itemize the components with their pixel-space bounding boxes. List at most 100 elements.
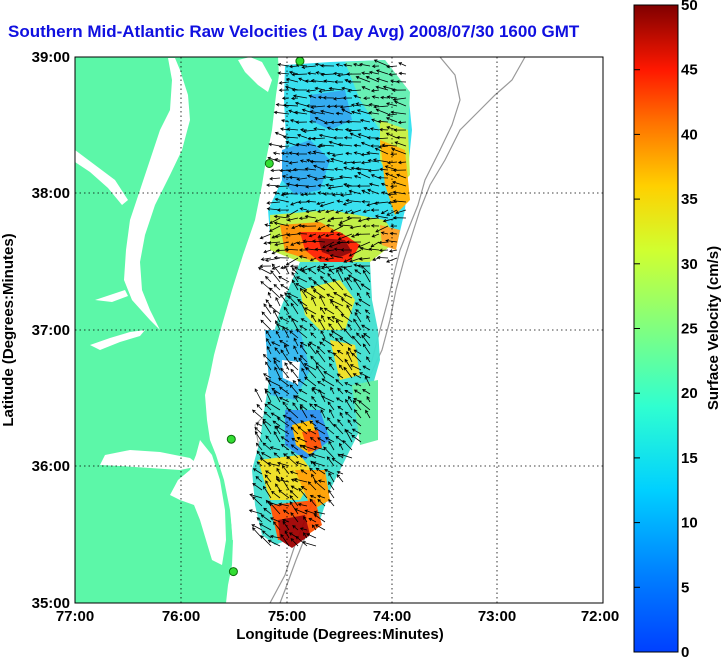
velocity-arrow <box>366 201 380 207</box>
velocity-arrow <box>298 389 308 395</box>
velocity-arrow <box>278 489 290 499</box>
velocity-arrow <box>349 257 362 263</box>
velocity-arrow <box>340 298 353 307</box>
velocity-arrow <box>295 535 308 547</box>
velocity-arrow <box>385 117 398 123</box>
velocity-arrow <box>350 110 362 115</box>
velocity-arrow <box>385 239 398 243</box>
velocity-arrow <box>292 402 299 411</box>
velocity-arrow <box>392 180 407 187</box>
velocity-arrow <box>353 143 362 148</box>
velocity-arrow <box>265 330 272 339</box>
velocity-arrow <box>387 160 398 165</box>
map-title: Southern Mid-Atlantic Raw Velocities (1 … <box>8 22 580 41</box>
velocity-arrow <box>259 264 272 268</box>
velocity-arrow <box>291 225 299 230</box>
velocity-arrow <box>369 144 379 148</box>
velocity-arrow <box>354 312 362 323</box>
velocity-arrow <box>314 86 326 91</box>
velocity-arrow <box>363 333 371 339</box>
velocity-arrow <box>396 135 407 140</box>
velocity-arrow <box>315 467 326 475</box>
velocity-arrow <box>311 524 317 531</box>
velocity-arrow <box>269 534 281 539</box>
velocity-arrow <box>271 263 281 275</box>
velocity-arrow <box>316 268 326 275</box>
velocity-arrow <box>264 223 272 227</box>
velocity-arrow <box>285 209 299 217</box>
velocity-arrow <box>397 160 407 165</box>
colorbar-tick-label: 15 <box>681 450 698 467</box>
velocity-arrow <box>349 364 362 371</box>
velocity-arrow <box>333 423 344 435</box>
velocity-arrow <box>323 371 335 379</box>
velocity-arrow <box>299 300 308 315</box>
velocity-arrow <box>301 108 317 115</box>
velocity-arrow <box>263 249 272 254</box>
velocity-arrow <box>309 323 317 331</box>
velocity-arrow <box>317 437 326 443</box>
velocity-arrow <box>344 382 353 387</box>
velocity-arrow <box>332 278 344 291</box>
velocity-arrow <box>265 299 272 307</box>
velocity-arrow <box>292 525 299 531</box>
velocity-arrow <box>265 435 272 443</box>
velocity-arrow <box>277 71 290 75</box>
velocity-arrow <box>386 209 398 216</box>
velocity-arrow <box>267 379 281 387</box>
velocity-arrow <box>293 356 299 363</box>
velocity-arrow <box>286 217 299 222</box>
velocity-arrow <box>299 342 308 347</box>
velocity-arrow <box>326 126 335 131</box>
velocity-arrow <box>339 105 353 109</box>
velocity-arrow <box>381 191 389 195</box>
velocity-arrow <box>282 103 299 108</box>
velocity-arrow <box>304 247 317 251</box>
velocity-arrow <box>328 356 335 363</box>
grid-lines <box>75 57 603 603</box>
velocity-arrow <box>316 346 326 355</box>
velocity-arrow <box>366 151 380 155</box>
velocity-arrow <box>273 255 290 260</box>
velocity-arrow <box>326 159 335 163</box>
velocity-arrow <box>335 319 344 331</box>
velocity-arrow <box>312 289 326 299</box>
velocity-arrow <box>284 292 290 299</box>
velocity-arrow <box>289 490 299 499</box>
velocity-arrow <box>391 148 407 155</box>
velocity-arrow <box>313 127 326 131</box>
velocity-arrow <box>379 127 389 132</box>
velocity-arrow <box>306 89 317 93</box>
velocity-arrow <box>285 77 299 83</box>
velocity-arrow <box>356 332 362 339</box>
velocity-arrow <box>373 59 389 67</box>
velocity-arrow <box>337 453 344 459</box>
velocity-arrow <box>348 249 362 257</box>
velocity-arrow <box>321 378 335 387</box>
velocity-arrow <box>392 97 407 102</box>
velocity-arrow <box>299 159 308 163</box>
velocity-arrow <box>304 192 317 196</box>
velocity-arrow <box>265 480 272 491</box>
velocity-arrow <box>265 361 272 371</box>
velocity-arrow <box>260 514 272 523</box>
velocity-arrow <box>293 345 299 355</box>
velocity-arrow <box>309 498 317 507</box>
velocity-arrow <box>325 183 335 187</box>
velocity-arrow <box>300 318 308 323</box>
velocity-arrow <box>372 158 389 163</box>
velocity-arrow <box>262 418 272 427</box>
pamlico-sound <box>170 440 226 565</box>
velocity-arrow <box>390 184 398 189</box>
velocity-arrow <box>324 469 335 475</box>
velocity-arrow <box>356 184 371 188</box>
velocity-arrow <box>304 307 317 315</box>
velocity-arrow <box>381 143 398 148</box>
velocity-arrow <box>341 108 353 115</box>
velocity-arrow <box>351 434 362 443</box>
velocity-arrow <box>352 419 362 427</box>
velocity-arrow <box>279 168 290 173</box>
plot-frame <box>74 56 604 604</box>
x-tick: 76:00 <box>162 608 200 625</box>
